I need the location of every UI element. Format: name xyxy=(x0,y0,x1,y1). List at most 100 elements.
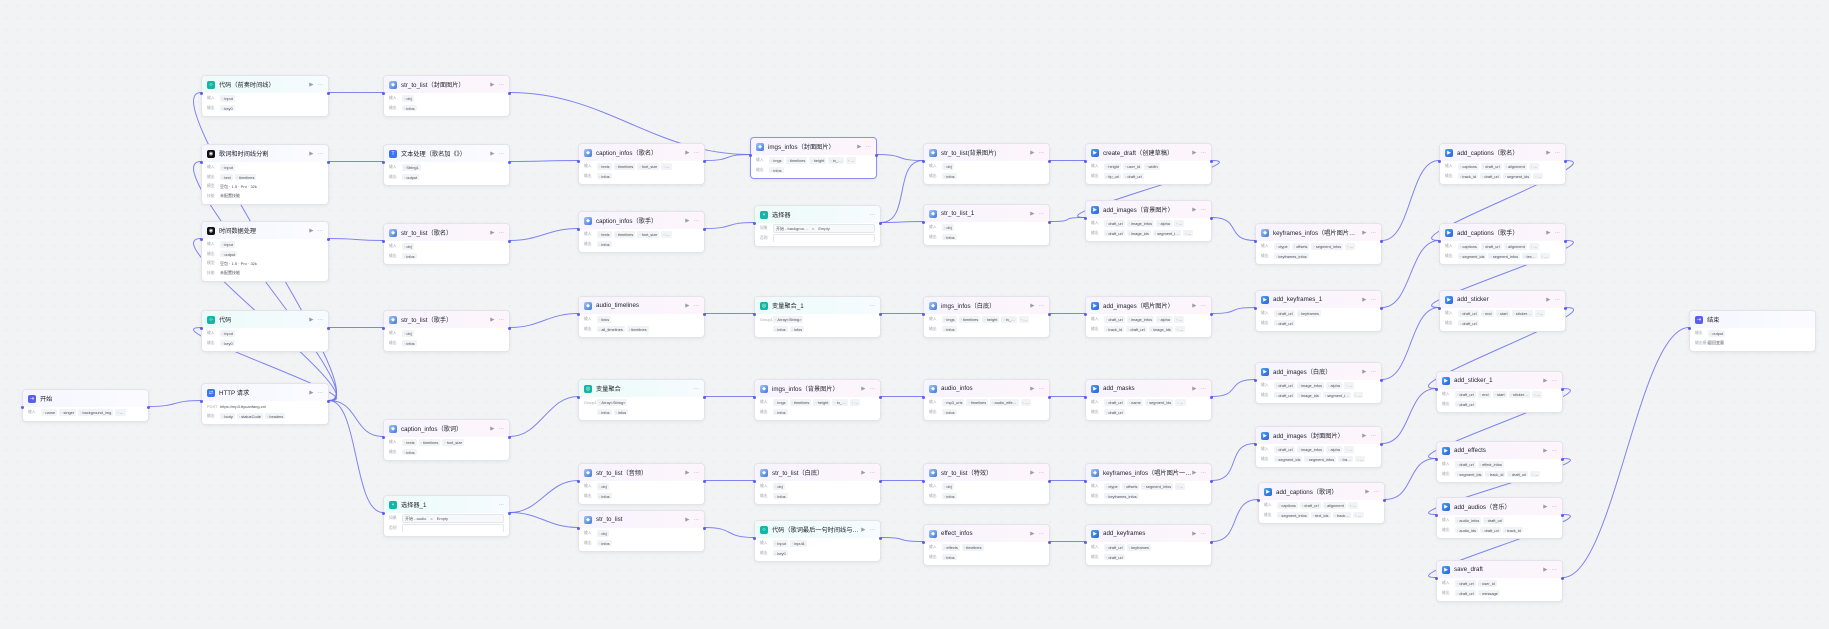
node-code-last[interactable]: ‹› 代码（歌词最后一句时间线与音…▶⋯ 输入 inputinput1 输出 key0 xyxy=(753,520,882,562)
input-port[interactable] xyxy=(1435,577,1438,580)
output-port[interactable] xyxy=(879,396,882,399)
edge-text_proc-cap_name[interactable] xyxy=(509,160,579,162)
output-port[interactable] xyxy=(508,240,511,243)
more-icon[interactable]: ⋯ xyxy=(1200,149,1207,156)
more-icon[interactable]: ⋯ xyxy=(317,150,324,157)
more-icon[interactable]: ⋯ xyxy=(693,516,700,523)
node-cap-singer[interactable]: ◆ caption_infos（歌手） ▶⋯ 输入 textstimelinesfont… xyxy=(577,211,706,253)
output-port[interactable] xyxy=(879,537,882,540)
output-port[interactable] xyxy=(1048,221,1051,224)
node-kf-disc-a[interactable]: ◆ keyframes_infos（唱片图片一…▶⋯ 输入 ctypeoffsetss… xyxy=(1084,463,1213,505)
output-port[interactable] xyxy=(1048,396,1051,399)
input-port[interactable] xyxy=(922,480,925,483)
more-icon[interactable]: ⋯ xyxy=(1554,149,1561,156)
node-add-kf[interactable]: ▶add_keyframes▶⋯输入draft_urlkeyframes输出dr… xyxy=(1084,524,1213,566)
more-icon[interactable]: ⋯ xyxy=(317,81,324,88)
edge-code_last-effect_infos[interactable] xyxy=(880,537,924,542)
input-port[interactable] xyxy=(1254,443,1257,446)
output-port[interactable] xyxy=(1564,160,1567,163)
run-icon[interactable]: ▶ xyxy=(1192,469,1197,476)
more-icon[interactable]: ⋯ xyxy=(1370,229,1377,236)
run-icon[interactable]: ▶ xyxy=(1192,302,1197,309)
input-port[interactable] xyxy=(382,240,385,243)
output-port[interactable] xyxy=(1380,240,1383,243)
edge-time_proc-stl_name[interactable] xyxy=(328,238,384,241)
edge-stl_singer-audio_tl[interactable] xyxy=(509,313,579,328)
output-port[interactable] xyxy=(508,92,511,95)
run-icon[interactable]: ▶ xyxy=(1192,206,1197,213)
node-effect-infos[interactable]: ◆ effect_infos ▶⋯ 输入 effectstimelines 输出 infos xyxy=(922,524,1051,566)
run-icon[interactable]: ▶ xyxy=(1030,469,1035,476)
node-addimg-cover[interactable]: ▶add_images（封面图片）▶⋯输入draft_urlimage_info… xyxy=(1254,426,1383,468)
node-lyric-split[interactable]: ◉ 歌词和时间线分割 ▶⋯ 输入 input 输出 texttimelines 模型 豆包 · … xyxy=(200,144,330,205)
more-icon[interactable]: ⋯ xyxy=(498,229,505,236)
run-icon[interactable]: ▶ xyxy=(1365,488,1370,495)
more-icon[interactable]: ⋯ xyxy=(1038,385,1045,392)
more-icon[interactable]: ⋯ xyxy=(1554,229,1561,236)
run-icon[interactable]: ▶ xyxy=(857,143,862,150)
run-icon[interactable]: ▶ xyxy=(1546,296,1551,303)
more-icon[interactable]: ⋯ xyxy=(865,143,872,150)
node-http[interactable]: ⇄ HTTP 请求 ▶ ⋯ POST https://mp3.ttyuanfang.cn/… xyxy=(200,383,330,425)
more-icon[interactable]: ⋯ xyxy=(1551,447,1558,454)
run-icon[interactable]: ▶ xyxy=(1192,385,1197,392)
output-port[interactable] xyxy=(1210,217,1213,220)
output-port[interactable] xyxy=(1380,379,1383,382)
edge-selector-stl_1[interactable] xyxy=(880,221,924,223)
edge-stl_1-addimg_bg[interactable] xyxy=(1049,217,1086,222)
node-kf-disc-b[interactable]: ◆ keyframes_infos（唱片图片… ▶⋯ 输入 ctypeoffsetsse… xyxy=(1254,223,1383,265)
input-port[interactable] xyxy=(200,238,203,241)
run-icon[interactable]: ▶ xyxy=(861,526,866,533)
node-stl-audio[interactable]: ◆ str_to_list（音频） ▶⋯ 输入 obj 输出 infos xyxy=(577,463,706,505)
input-port[interactable] xyxy=(922,541,925,544)
edge-add_kf-addcap_lyric[interactable] xyxy=(1211,499,1259,542)
run-icon[interactable]: ▶ xyxy=(490,316,495,323)
input-port[interactable] xyxy=(1084,396,1087,399)
node-addimg-bg[interactable]: ▶add_images（背景图片）▶⋯输入draft_urlimage_info… xyxy=(1084,200,1213,242)
run-icon[interactable]: ▶ xyxy=(490,425,495,432)
input-port[interactable] xyxy=(577,527,580,530)
run-icon[interactable]: ▶ xyxy=(490,150,495,157)
edge-addimg_disc-add_kf1[interactable] xyxy=(1211,307,1256,314)
run-icon[interactable]: ▶ xyxy=(309,81,314,88)
input-port[interactable] xyxy=(922,160,925,163)
run-icon[interactable]: ▶ xyxy=(1362,296,1367,303)
output-port[interactable] xyxy=(1561,514,1564,517)
more-icon[interactable]: ⋯ xyxy=(693,302,700,309)
more-icon[interactable]: ⋯ xyxy=(317,389,324,396)
more-icon[interactable]: ⋯ xyxy=(1200,469,1207,476)
more-icon[interactable]: ⋯ xyxy=(1370,432,1377,439)
input-port[interactable] xyxy=(382,327,385,330)
output-port[interactable] xyxy=(1380,443,1383,446)
more-icon[interactable]: ⋯ xyxy=(1200,206,1207,213)
edge-http-cap_lyric[interactable] xyxy=(328,400,384,437)
more-icon[interactable]: ⋯ xyxy=(1551,377,1558,384)
output-port[interactable] xyxy=(508,436,511,439)
input-port[interactable] xyxy=(577,160,580,163)
input-port[interactable] xyxy=(200,400,203,403)
edge-addimg_cover-add_sticker1[interactable] xyxy=(1381,388,1437,444)
edge-http-selector1[interactable] xyxy=(328,400,384,513)
input-port[interactable] xyxy=(577,313,580,316)
run-icon[interactable]: ▶ xyxy=(1030,210,1035,217)
more-icon[interactable]: ⋯ xyxy=(1370,368,1377,375)
edge-selector1-stl_audio[interactable] xyxy=(509,480,579,513)
edge-stl-code_last[interactable] xyxy=(704,527,755,538)
run-icon[interactable]: ▶ xyxy=(685,516,690,523)
more-icon[interactable]: ⋯ xyxy=(693,149,700,156)
node-agg[interactable]: ◎变量聚合⋯Group1Array<String>infosinfos xyxy=(577,379,706,421)
run-icon[interactable]: ▶ xyxy=(861,385,866,392)
condition-field[interactable]: 开始 - audio = Empty xyxy=(402,514,504,523)
output-port[interactable] xyxy=(1380,307,1383,310)
node-stl-fx[interactable]: ◆ str_to_list（特效） ▶⋯ 输入 obj 输出 infos xyxy=(922,463,1051,505)
output-port[interactable] xyxy=(327,400,330,403)
node-audio-tl[interactable]: ◆ audio_timelines ▶⋯ 输入 links 输出 all_timelines… xyxy=(577,296,706,338)
edge-selector1-stl[interactable] xyxy=(509,512,579,528)
node-end[interactable]: ⇥结束输出output输出模式返回变量 xyxy=(1688,310,1816,352)
input-port[interactable] xyxy=(200,161,203,164)
output-port[interactable] xyxy=(327,327,330,330)
output-port[interactable] xyxy=(147,406,150,409)
node-add-effects[interactable]: ▶add_effects▶⋯输入draft_urleffect_infos输出s… xyxy=(1435,441,1564,483)
input-port[interactable] xyxy=(577,228,580,231)
